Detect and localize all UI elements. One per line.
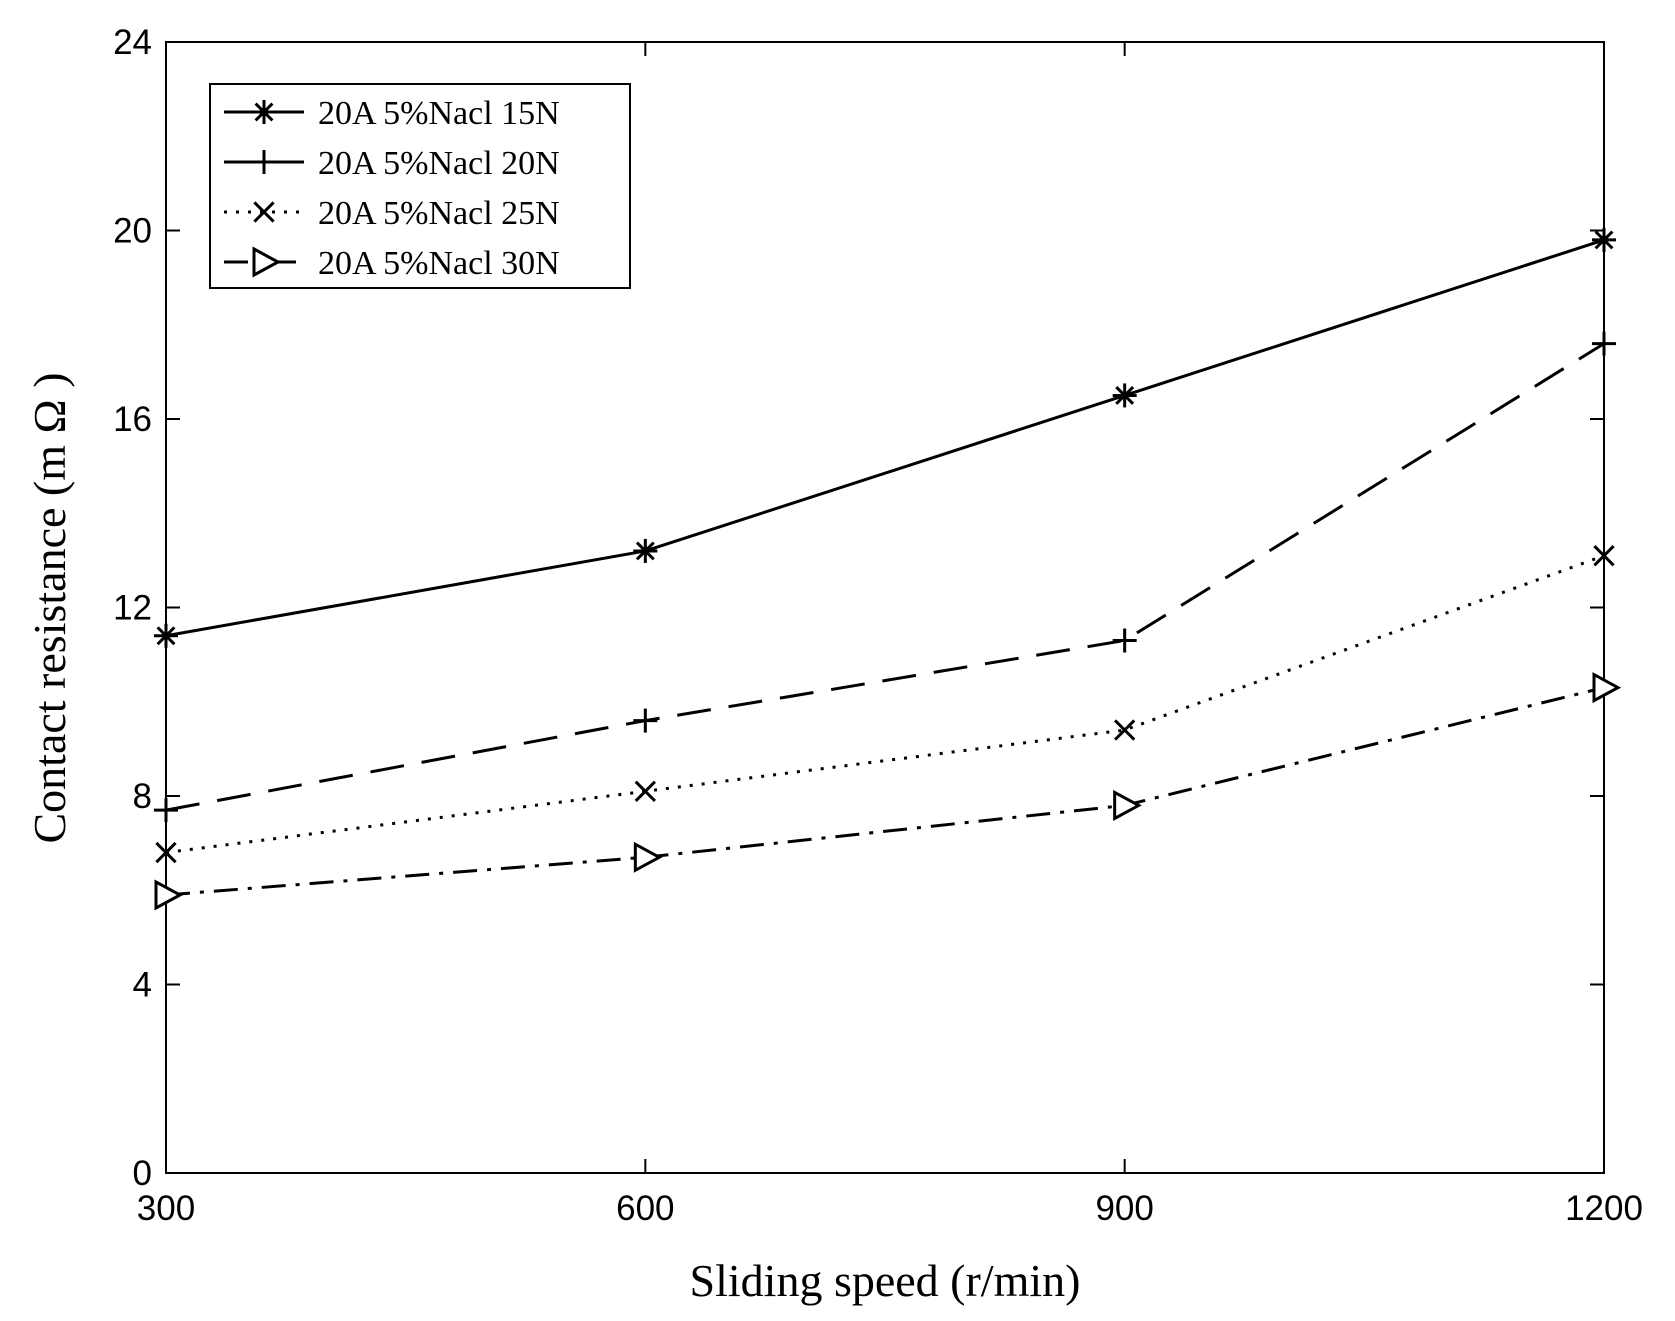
legend-marker — [253, 201, 275, 223]
series-line-4 — [165, 686, 1605, 897]
data-point — [633, 538, 658, 563]
data-point — [155, 841, 177, 864]
data-point — [1114, 719, 1136, 741]
series-layer — [154, 227, 1622, 911]
legend-marker — [252, 246, 282, 278]
legend-label: 20A 5%Nacl 15N — [318, 95, 560, 132]
data-point — [154, 879, 184, 911]
x-tick-label: 300 — [137, 1189, 195, 1228]
x-axis-title: Sliding speed (r/min) — [690, 1255, 1081, 1306]
data-point — [1593, 545, 1615, 567]
data-point — [154, 798, 178, 823]
y-tick-label: 8 — [133, 777, 152, 816]
data-point — [1592, 331, 1616, 356]
data-point — [633, 708, 658, 733]
y-tick-label: 20 — [113, 212, 152, 251]
series-3 — [155, 545, 1615, 864]
legend-marker — [252, 100, 276, 124]
data-point — [1112, 383, 1137, 408]
legend-label: 20A 5%Nacl 25N — [318, 195, 560, 232]
data-point — [634, 780, 656, 802]
data-point — [1112, 628, 1137, 653]
data-point — [1592, 227, 1616, 252]
legend-label: 20A 5%Nacl 20N — [318, 145, 560, 182]
series-line-1 — [165, 238, 1605, 638]
ticks-layer: 300 600 900 1200 0 4 8 12 16 20 24 — [113, 23, 1643, 1228]
y-axis-title: Contact resistance (m Ω ) — [24, 372, 75, 843]
y-tick-label: 16 — [113, 400, 152, 439]
data-point — [633, 841, 663, 873]
y-tick-label: 4 — [133, 966, 152, 1005]
legend: 20A 5%Nacl 15N 20A 5%Nacl 20N 20A 5%Nacl 2… — [209, 83, 631, 289]
x-tick-label: 900 — [1095, 1189, 1153, 1228]
series-4 — [154, 672, 1622, 911]
y-tick-label: 0 — [133, 1154, 152, 1193]
x-tick-label: 600 — [616, 1189, 674, 1228]
y-tick-label: 24 — [113, 23, 152, 62]
y-tick-label: 12 — [113, 589, 152, 628]
x-tick-label: 1200 — [1565, 1189, 1643, 1228]
series-line-2 — [165, 342, 1605, 812]
series-line-3 — [165, 554, 1605, 855]
series-2 — [154, 331, 1616, 823]
data-point — [1592, 672, 1622, 704]
data-point — [1113, 789, 1142, 821]
legend-marker — [252, 150, 276, 174]
legend-label: 20A 5%Nacl 30N — [318, 245, 560, 282]
series-1 — [154, 227, 1616, 648]
data-point — [154, 623, 178, 648]
legend-box — [209, 83, 631, 289]
